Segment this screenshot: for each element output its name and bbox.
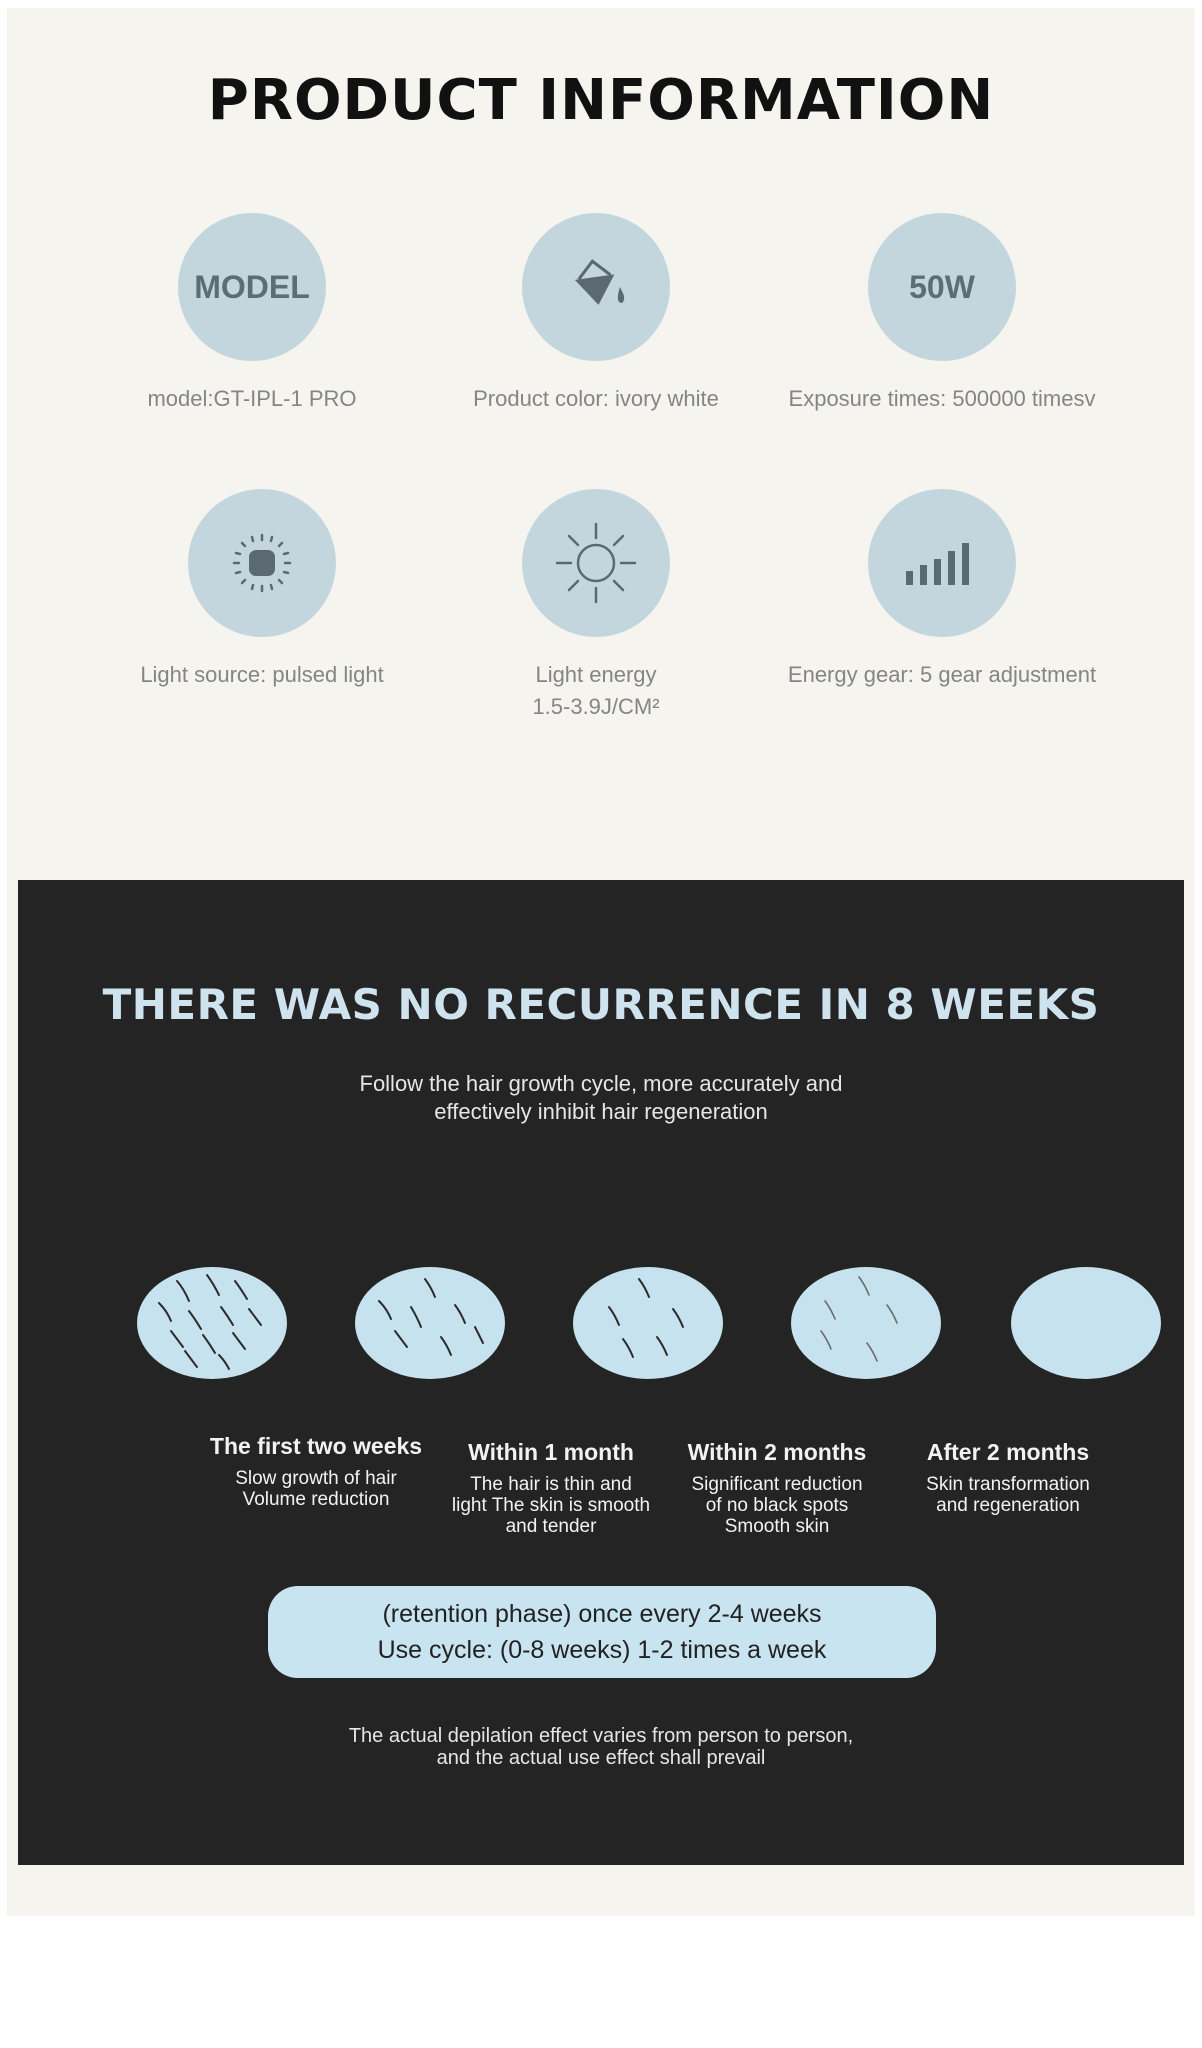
note-line: The actual depilation effect varies from… bbox=[348, 1725, 854, 1747]
stage-desc-line: Smooth skin bbox=[724, 1516, 830, 1537]
usage-cycle-pill: (retention phase) once every 2-4 weeks U… bbox=[268, 1586, 936, 1678]
stage-first-two-weeks: The first two weeks Slow growth of hair … bbox=[196, 1433, 436, 1510]
feature-label-line2: 1.5-3.9J/CM² bbox=[532, 694, 660, 719]
feature-label: model:GT-IPL-1 PRO bbox=[147, 386, 357, 411]
hair-density-oval-1 bbox=[137, 1267, 287, 1379]
stage-desc: Significant reduction of no black spots … bbox=[657, 1474, 897, 1537]
stage-title: Within 2 months bbox=[687, 1439, 867, 1465]
stage-desc: Slow growth of hair Volume reduction bbox=[196, 1468, 436, 1510]
feature-label: Energy gear: 5 gear adjustment bbox=[787, 662, 1097, 687]
hair-density-oval-3 bbox=[573, 1267, 723, 1379]
disclaimer-note: The actual depilation effect varies from… bbox=[0, 1725, 1202, 1769]
stage-desc-line: Skin transformation bbox=[926, 1474, 1090, 1495]
stage-within-1-month: Within 1 month The hair is thin and ligh… bbox=[431, 1439, 671, 1537]
feature-label: Exposure times: 500000 timesv bbox=[788, 386, 1096, 411]
feature-model: MODEL model:GT-IPL-1 PRO bbox=[62, 213, 442, 415]
signal-bars-icon bbox=[868, 489, 1016, 637]
stage-desc-line: Volume reduction bbox=[242, 1489, 390, 1510]
stage-desc-line: Significant reduction bbox=[691, 1474, 863, 1495]
hair-strands-icon bbox=[608, 1278, 684, 1358]
note-line: and the actual use effect shall prevail bbox=[436, 1747, 766, 1769]
stage-desc: Skin transformation and regeneration bbox=[888, 1474, 1128, 1516]
stage-desc-line: light The skin is smooth bbox=[451, 1495, 651, 1516]
model-icon-text: MODEL bbox=[194, 268, 310, 305]
feature-energy-gear: Energy gear: 5 gear adjustment bbox=[752, 489, 1132, 691]
recurrence-title: THERE WAS NO RECURRENCE IN 8 WEEKS bbox=[102, 980, 1100, 1029]
feature-light-energy: Light energy 1.5-3.9J/CM² bbox=[406, 489, 786, 723]
pulsed-light-icon bbox=[188, 489, 336, 637]
stage-desc-line: Slow growth of hair bbox=[235, 1468, 397, 1489]
feature-label: Light energy 1.5-3.9J/CM² bbox=[406, 659, 786, 723]
stage-desc-line: and tender bbox=[505, 1516, 597, 1537]
stage-desc: The hair is thin and light The skin is s… bbox=[431, 1474, 671, 1537]
model-icon: MODEL bbox=[178, 213, 326, 361]
subtitle-line: Follow the hair growth cycle, more accur… bbox=[359, 1071, 843, 1096]
hair-strands-icon bbox=[378, 1278, 484, 1356]
pill-line: (retention phase) once every 2-4 weeks bbox=[382, 1600, 822, 1628]
hair-density-oval-5 bbox=[1011, 1267, 1161, 1379]
feature-light-source: Light source: pulsed light bbox=[72, 489, 452, 691]
hair-strands-icon bbox=[158, 1274, 262, 1370]
feature-power: 50W Exposure times: 500000 timesv bbox=[752, 213, 1132, 415]
hair-strands-icon bbox=[820, 1276, 898, 1362]
stage-title: The first two weeks bbox=[209, 1433, 423, 1459]
feature-label-line1: Light energy bbox=[535, 662, 657, 687]
hair-density-oval-2 bbox=[355, 1267, 505, 1379]
paint-bucket-icon bbox=[522, 213, 670, 361]
pill-line: Use cycle: (0-8 weeks) 1-2 times a week bbox=[377, 1636, 827, 1664]
page-title: PRODUCT INFORMATION bbox=[207, 68, 995, 133]
feature-label: Light source: pulsed light bbox=[140, 662, 384, 687]
feature-color: Product color: ivory white bbox=[406, 213, 786, 415]
power-icon-text: 50W bbox=[909, 268, 975, 305]
stage-desc-line: and regeneration bbox=[936, 1495, 1080, 1516]
power-icon: 50W bbox=[868, 213, 1016, 361]
stage-desc-line: The hair is thin and bbox=[470, 1474, 632, 1495]
stage-after-2-months: After 2 months Skin transformation and r… bbox=[888, 1439, 1128, 1516]
stage-within-2-months: Within 2 months Significant reduction of… bbox=[657, 1439, 897, 1537]
stage-title: Within 1 month bbox=[468, 1439, 634, 1465]
subtitle-line: effectively inhibit hair regeneration bbox=[434, 1099, 768, 1124]
hair-density-oval-4 bbox=[791, 1267, 941, 1379]
sun-icon bbox=[522, 489, 670, 637]
feature-label: Product color: ivory white bbox=[473, 386, 719, 411]
stage-title: After 2 months bbox=[926, 1439, 1090, 1465]
stage-desc-line: of no black spots bbox=[705, 1495, 849, 1516]
recurrence-subtitle: Follow the hair growth cycle, more accur… bbox=[0, 1070, 1202, 1126]
